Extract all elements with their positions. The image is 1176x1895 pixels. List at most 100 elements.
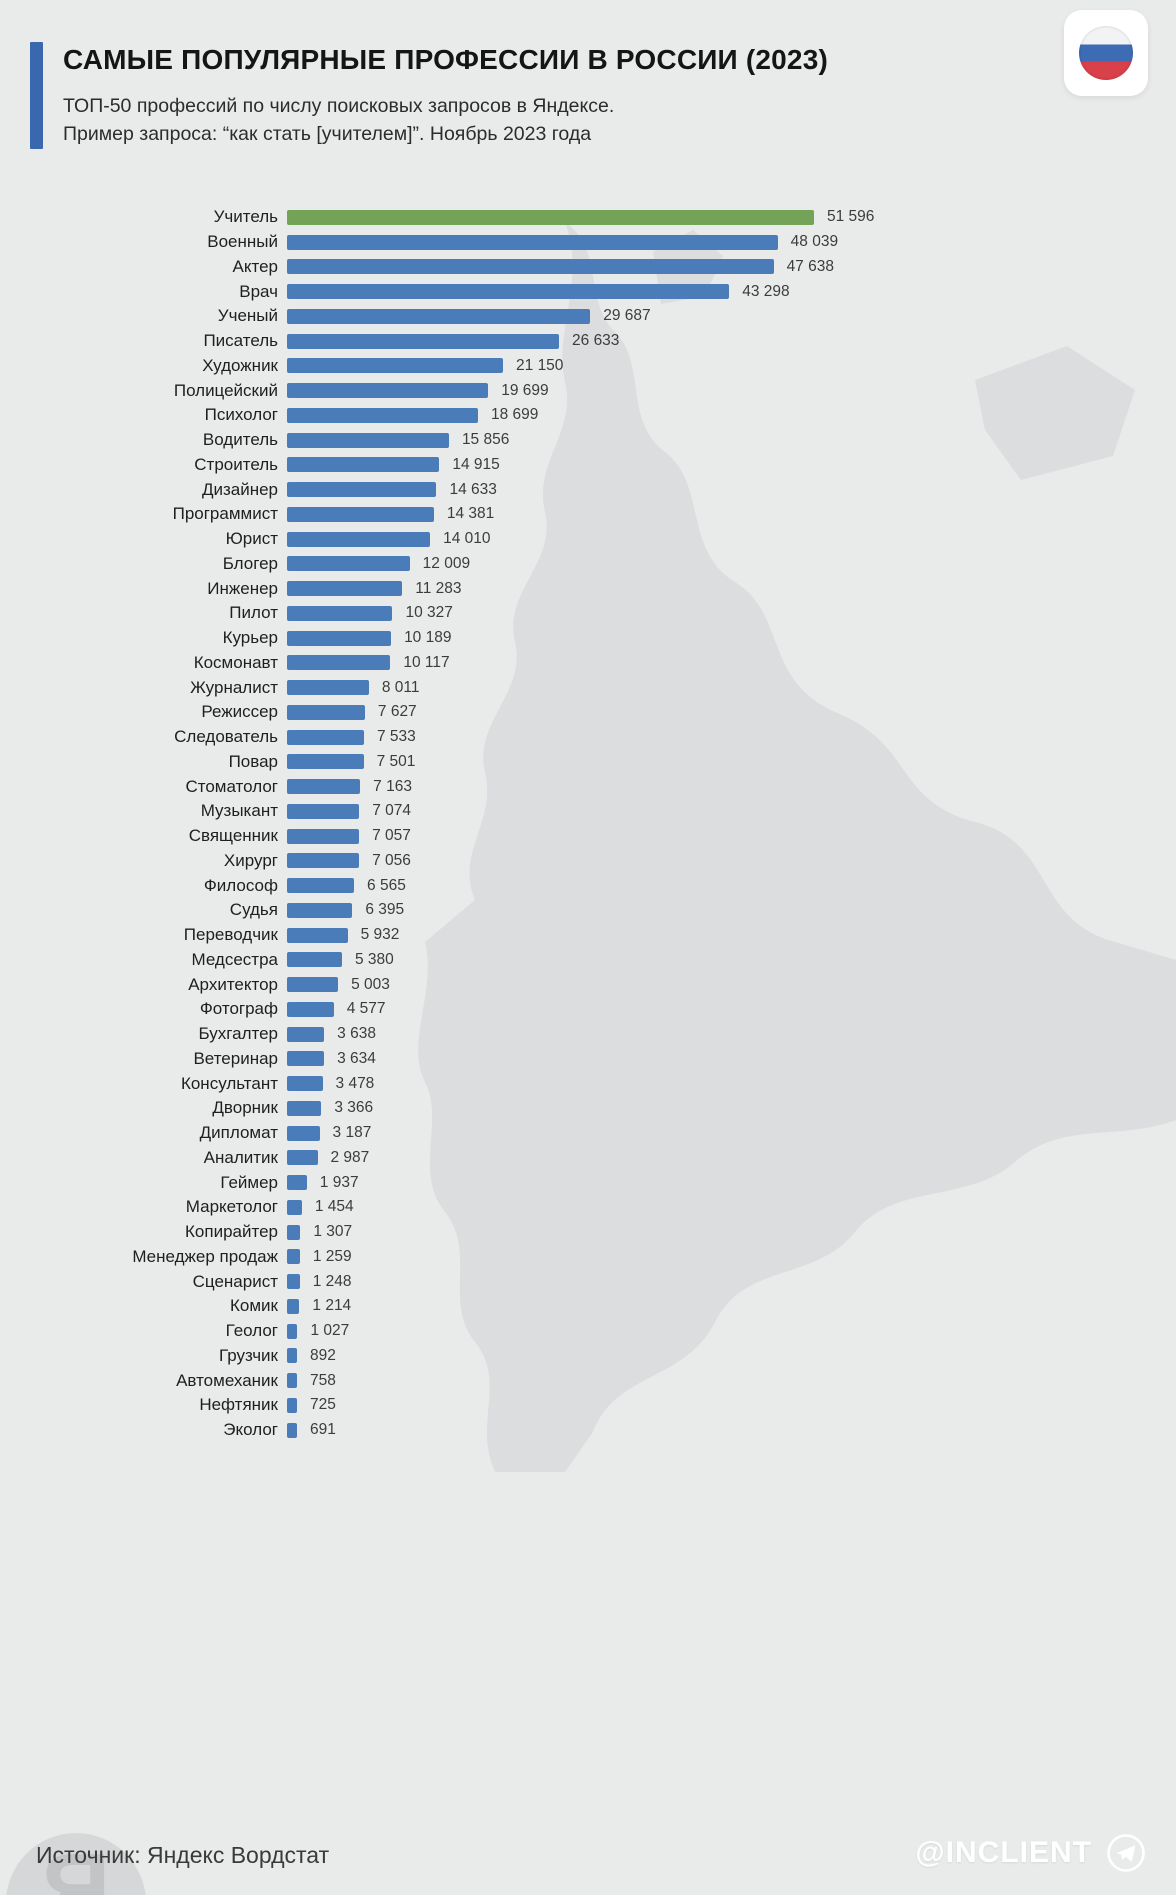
yandex-letter: Я [41,1834,111,1895]
bar [287,259,774,275]
bar-value: 892 [310,1346,336,1364]
bar-label: Копирайтер [185,1222,278,1242]
bar-value: 1 027 [310,1322,350,1340]
bar-label: Дипломат [199,1123,278,1143]
bar-value: 7 057 [372,827,411,845]
bar-value: 2 987 [330,1148,370,1166]
bar [287,828,360,844]
bar [287,754,364,770]
bar-row: Ученый 29 687 [0,304,1176,329]
bar-label: Эколог [223,1420,278,1440]
bar [287,1397,297,1413]
bar-label: Врач [239,281,278,301]
bar [287,1051,325,1067]
bar-row: Писатель 26 633 [0,329,1176,354]
bar-row: Менеджер продаж 1 259 [0,1245,1176,1270]
bar-label: Священник [188,826,278,846]
bar [287,1224,301,1240]
bar [287,630,392,646]
bar-row: Комик 1 214 [0,1294,1176,1319]
bar-value: 3 187 [332,1124,372,1142]
bar-row: Космонавт 10 117 [0,651,1176,676]
bar-row: Художник 21 150 [0,354,1176,379]
bar-label: Дизайнер [201,479,278,499]
bar-label: Медсестра [191,949,278,969]
bar [287,308,591,324]
bar [287,1249,300,1265]
bar-label: Блогер [222,553,278,573]
russian-flag-icon [1079,26,1133,80]
bar-label: Инженер [207,578,278,598]
bar-value: 10 327 [405,604,453,622]
bar [287,927,348,943]
bar-row: Геймер 1 937 [0,1170,1176,1195]
bar-label: Хирург [223,850,278,870]
bar [287,1298,300,1314]
bar-label: Писатель [203,331,278,351]
bar-value: 3 638 [337,1025,376,1043]
bar [287,1323,298,1339]
bar-label: Полицейский [173,380,278,400]
bar-row: Архитектор 5 003 [0,972,1176,997]
bar-row: Ветеринар 3 634 [0,1047,1176,1072]
bar-label: Менеджер продаж [132,1246,278,1266]
bar-row: Дипломат 3 187 [0,1121,1176,1146]
bar-label: Режиссер [201,702,278,722]
bar-chart: Учитель 51 596 Военный 48 039 Актер 47 638 Вра… [0,205,1176,1443]
bar-value: 4 577 [346,1000,386,1018]
bar-row: Священник 7 057 [0,824,1176,849]
page-subtitle: ТОП-50 профессий по числу поисковых запр… [63,92,828,149]
bar [287,1373,297,1389]
bar-row: Строитель 14 915 [0,453,1176,478]
bar [287,803,360,819]
bar-row: Военный 48 039 [0,230,1176,255]
bar-label: Строитель [194,454,278,474]
bar-label: Архитектор [188,974,278,994]
bar-value: 26 633 [572,332,620,350]
bar-value: 8 011 [381,678,420,696]
bar-row: Музыкант 7 074 [0,799,1176,824]
bar-value: 21 150 [516,356,564,374]
bar-row: Пилот 10 327 [0,601,1176,626]
bar-label: Психолог [204,405,278,425]
bar-label: Художник [202,355,278,375]
bar-label: Повар [228,751,278,771]
bar [287,432,449,448]
bar [287,581,403,597]
bar-row: Инженер 11 283 [0,576,1176,601]
bar-value: 5 003 [351,975,390,993]
bar-value: 12 009 [422,554,471,572]
bar-label: Стоматолог [185,776,278,796]
bar-row: Копирайтер 1 307 [0,1220,1176,1245]
bar [287,680,369,696]
bar [287,1150,318,1166]
bar [287,1199,302,1215]
bar [287,1026,325,1042]
bar-row: Следователь 7 533 [0,725,1176,750]
bar-value: 3 366 [334,1099,374,1117]
bar-value: 1 454 [314,1198,354,1216]
bar-row: Сценарист 1 248 [0,1269,1176,1294]
bar-value: 15 856 [461,431,510,449]
bar-row: Маркетолог 1 454 [0,1195,1176,1220]
bar [287,506,434,522]
bar [287,729,364,745]
bar-label: Судья [229,900,278,920]
bar-label: Пилот [229,603,278,623]
bar-label: Фотограф [199,999,278,1019]
bar-row: Судья 6 395 [0,898,1176,923]
bar-label: Военный [207,232,278,252]
yandex-watermark: Я [6,1833,146,1895]
bar-value: 1 307 [313,1223,353,1241]
bar [287,284,730,300]
bar-row: Дворник 3 366 [0,1096,1176,1121]
bar-value: 14 010 [443,530,491,548]
bar-label: Дворник [212,1098,278,1118]
bar-row: Нефтяник 725 [0,1393,1176,1418]
bar-value: 7 056 [372,851,411,869]
bar [287,902,353,918]
bar-value: 6 395 [365,901,405,919]
bar-value: 7 627 [377,703,417,721]
bar-label: Философ [203,875,278,895]
bar [287,779,361,795]
